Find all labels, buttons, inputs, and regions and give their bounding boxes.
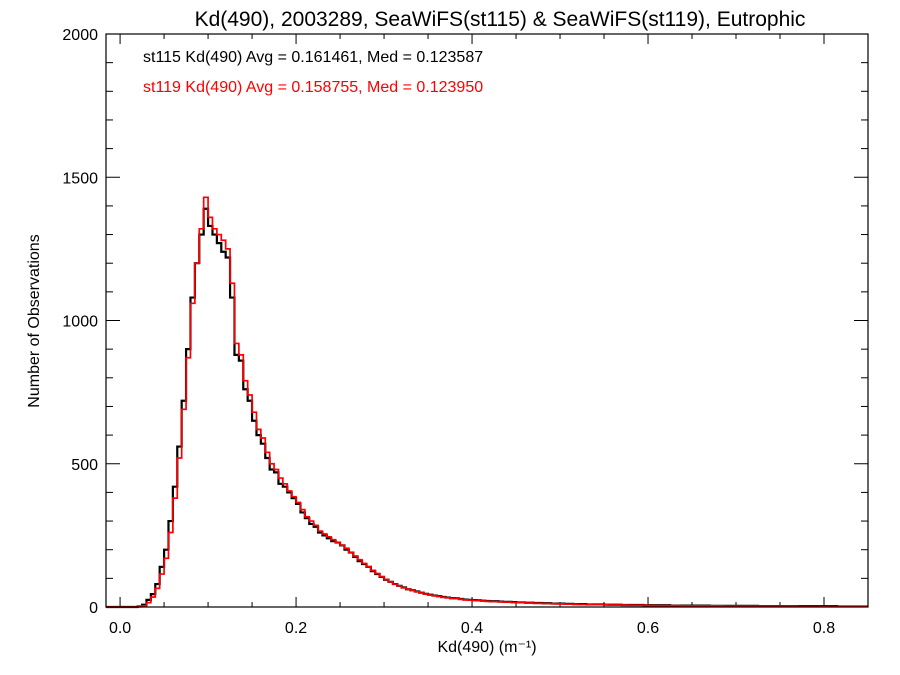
x-tick-label: 0.4 xyxy=(461,620,483,637)
series-group xyxy=(106,196,868,609)
y-tick-label: 0 xyxy=(89,600,98,617)
legend-entry-st119: st119 Kd(490) Avg = 0.158755, Med = 0.12… xyxy=(143,79,483,96)
y-tick-label: 1500 xyxy=(62,170,98,187)
y-tick-label: 2000 xyxy=(62,27,98,44)
y-axis-label: Number of Observations xyxy=(26,234,43,407)
plot-frame xyxy=(105,33,869,608)
x-tick-label: 0.0 xyxy=(109,620,131,637)
chart-title: Kd(490), 2003289, SeaWiFS(st115) & SeaWi… xyxy=(195,8,806,31)
y-tick-label: 500 xyxy=(71,457,98,474)
y-tick-label: 1000 xyxy=(62,314,98,331)
x-tick-label: 0.2 xyxy=(285,620,307,637)
legend-entry-st115: st115 Kd(490) Avg = 0.161461, Med = 0.12… xyxy=(143,49,483,66)
histogram-series-st115 xyxy=(106,207,868,609)
axis-ticks: 0.0 0.2 0.4 0.6 0.8 0 500 1000 1500 2000 xyxy=(62,27,869,637)
histogram-series-st119 xyxy=(106,196,868,608)
x-axis-label: Kd(490) (m⁻¹) xyxy=(437,639,536,656)
x-tick-label: 0.6 xyxy=(637,620,659,637)
x-tick-label: 0.8 xyxy=(813,620,835,637)
